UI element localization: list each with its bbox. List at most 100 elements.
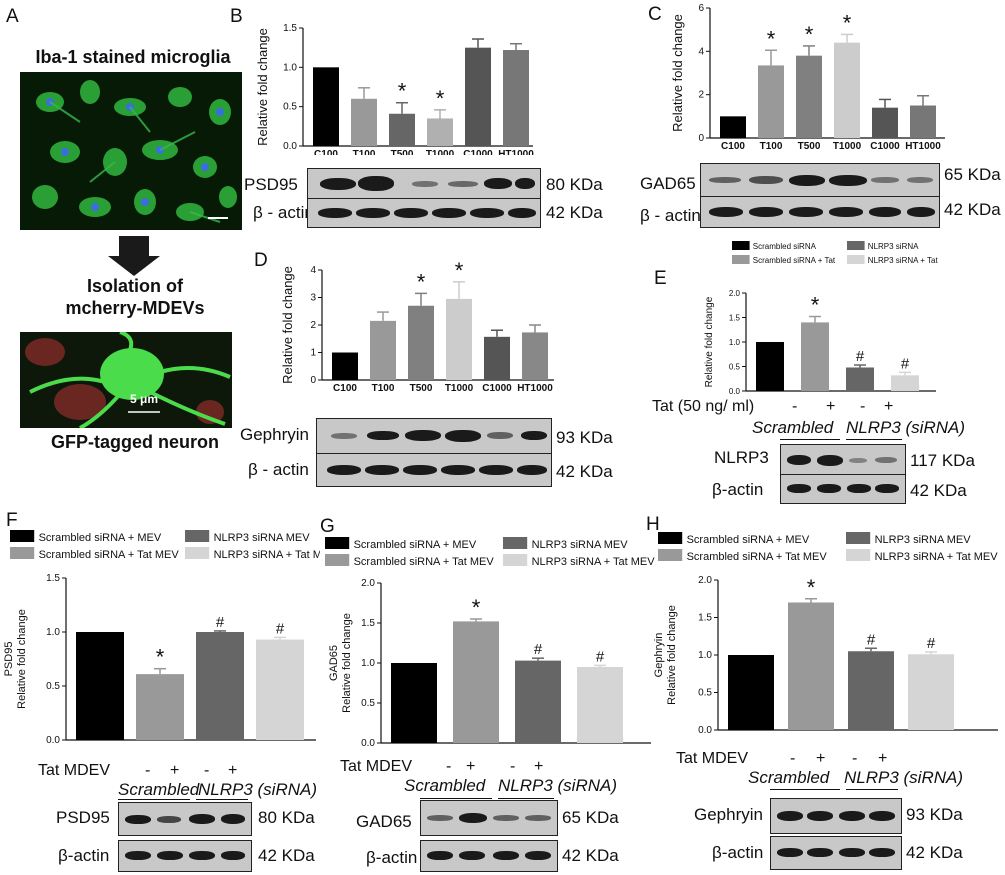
bar-c-2 <box>796 55 822 138</box>
y-axis-label-h-1: Relative fold change <box>666 605 678 705</box>
legend-swatch-h-1 <box>846 532 871 544</box>
blot-b-1 <box>307 168 541 200</box>
x-tick-label-b-1: T100 <box>353 149 376 155</box>
legend-label-h-0: Scrambled siRNA + MEV <box>687 534 810 546</box>
legend-swatch-g-1 <box>503 537 528 549</box>
blot-b-name-2: β - actin <box>253 203 314 222</box>
bar-f-2 <box>196 632 244 740</box>
blot-f-name-1: PSD95 <box>56 808 110 827</box>
y-tick-label-h-1: 0.5 <box>698 688 712 699</box>
y-axis-label-d: Relative fold change <box>280 266 295 384</box>
treat-g-underline-1 <box>420 798 492 799</box>
bar-b-3 <box>427 118 453 146</box>
neuron-drawing <box>25 332 231 428</box>
blot-e-name-1: NLRP3 <box>714 448 769 467</box>
chart-b: 0.0 0.5 1.0 1.5 Relative fold change C100 T100… <box>255 23 534 155</box>
x-tick-label-d-2: T500 <box>410 383 433 394</box>
bar-h-0 <box>728 655 774 730</box>
neuron-image: 5 μm <box>20 332 232 428</box>
legend-label-f-0: Scrambled siRNA + MEV <box>39 532 162 544</box>
blot-f-kda-2: 42 KDa <box>258 846 315 865</box>
bar-d-1 <box>370 320 396 380</box>
x-tick-label-d-0: C100 <box>333 383 357 394</box>
treat-f-group2: NLRP3 (siRNA) <box>198 780 318 799</box>
sig-mark-c-2: * <box>805 22 814 47</box>
blot-d-1 <box>316 418 552 454</box>
y-tick-label-b-2: 1.0 <box>283 62 297 73</box>
panel-label-h: H <box>646 514 660 535</box>
blot-g-2 <box>420 840 558 872</box>
blot-h-kda-1: 93 KDa <box>906 805 963 824</box>
bar-c-1 <box>758 65 784 138</box>
bar-b-4 <box>465 47 491 146</box>
sig-mark-g-2: # <box>534 641 543 658</box>
y-tick-label-b-0: 0.0 <box>283 141 297 152</box>
x-tick-label-c-2: T500 <box>798 141 821 152</box>
y-tick-label-h-4: 2.0 <box>698 575 712 586</box>
sig-mark-d-2: * <box>417 269 426 294</box>
legend-label-e-3: NLRP3 siRNA + Tat <box>868 256 939 265</box>
y-tick-label-d-1: 1 <box>310 348 316 359</box>
treat-g-group1: Scrambled <box>404 776 486 795</box>
y-axis-label-h: Gephryin <box>653 633 665 678</box>
legend-label-h-2: Scrambled siRNA + Tat MEV <box>687 551 828 563</box>
panel-label-g: G <box>320 516 335 537</box>
bar-b-5 <box>503 50 529 146</box>
bar-c-4 <box>872 107 898 138</box>
y-tick-label-e-3: 1.5 <box>729 314 741 323</box>
treat-f-underline-1 <box>118 799 190 800</box>
panel-a-title-bottom: GFP-tagged neuron <box>51 432 219 452</box>
y-tick-label-h-0: 0.0 <box>698 725 712 736</box>
treat-g-sign-4: + <box>534 758 544 775</box>
bar-f-1 <box>136 674 184 740</box>
x-tick-label-c-0: C100 <box>721 141 745 152</box>
legend-label-f-3: NLRP3 siRNA + Tat MEV <box>214 549 320 561</box>
microglia-cells-drawing <box>32 80 237 223</box>
panel-label-a: A <box>6 6 19 27</box>
bar-f-3 <box>256 639 304 740</box>
bar-e-1 <box>801 322 829 391</box>
blot-b-kda-1: 80 KDa <box>546 175 603 194</box>
y-tick-label-f-0: 0.0 <box>46 735 60 746</box>
sig-mark-e-2: # <box>856 348 865 365</box>
blot-f-1 <box>118 802 252 836</box>
y-tick-label-g-1: 0.5 <box>361 698 375 709</box>
panel-a-step: Isolation of <box>87 276 183 296</box>
y-tick-label-b-1: 0.5 <box>283 102 297 113</box>
y-tick-label-c-2: 4 <box>698 46 704 57</box>
scale-bar-label: 5 μm <box>130 392 159 406</box>
bar-g-3 <box>577 667 623 743</box>
treat-e-sign-1: - <box>792 398 798 415</box>
y-tick-label-f-1: 0.5 <box>46 681 60 692</box>
panel-a-step2: mcherry-MDEVs <box>65 298 205 318</box>
legend-swatch-e-0 <box>732 241 750 250</box>
y-axis-label-e: Relative fold change <box>704 296 715 387</box>
legend-label-e-0: Scrambled siRNA <box>753 242 817 251</box>
y-tick-label-c-3: 6 <box>698 3 704 14</box>
treat-f-sign-2: + <box>170 762 180 779</box>
y-tick-label-c-1: 2 <box>698 90 704 101</box>
treat-h-group2: NLRP3 (siRNA) <box>844 768 964 787</box>
treat-f-group1: Scrambled <box>118 780 200 799</box>
x-tick-label-d-5: HT1000 <box>517 383 553 394</box>
sig-mark-d-3: * <box>455 258 464 283</box>
blot-h-2 <box>770 836 902 870</box>
blot-e-kda-1: 117 KDa <box>910 451 975 470</box>
bar-g-1 <box>453 621 499 743</box>
x-tick-label-c-4: C1000 <box>870 141 900 152</box>
bar-e-2 <box>846 367 874 391</box>
arrow-down-icon <box>108 256 160 276</box>
legend-swatch-f-0 <box>10 530 35 542</box>
treat-g-label: Tat MDEV <box>340 758 413 775</box>
blot-c-name-1: GAD65 <box>640 174 696 193</box>
bar-h-1 <box>788 602 834 730</box>
panel-label-b: B <box>230 6 243 27</box>
blot-c-1 <box>700 163 940 198</box>
legend-swatch-f-3 <box>185 547 210 559</box>
y-tick-label-e-4: 2.0 <box>729 289 741 298</box>
blot-g-name-2: β-actin <box>366 848 418 867</box>
treat-g-group2: NLRP3 (siRNA) <box>498 776 618 795</box>
sig-mark-g-3: # <box>596 648 605 665</box>
chart-h: Scrambled siRNA + MEV NLRP3 siRNA MEV Scra… <box>653 532 998 736</box>
treat-e-group1: Scrambled <box>752 418 834 437</box>
